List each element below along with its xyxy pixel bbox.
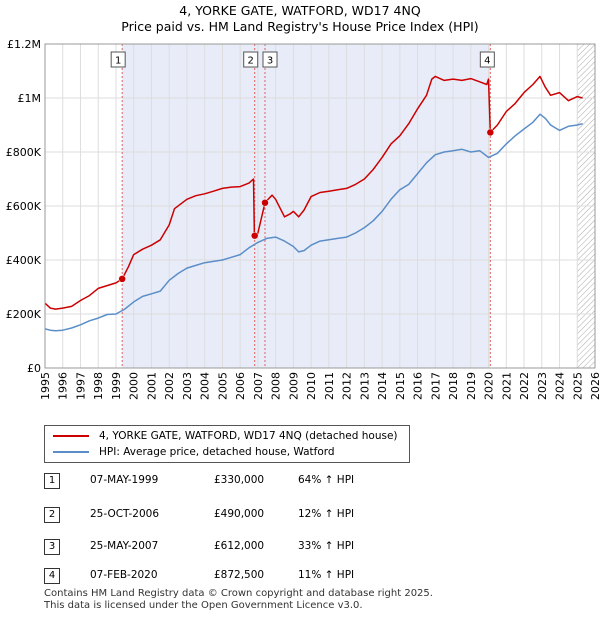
y-tick-label: £1.2M <box>7 38 41 51</box>
x-tick-label: 2014 <box>376 372 389 400</box>
sale-label-box <box>479 51 495 68</box>
x-tick-label: 2003 <box>181 372 194 400</box>
x-tick-label: 2025 <box>571 372 584 400</box>
x-tick-label: 2005 <box>216 372 229 400</box>
footer-licence: This data is licensed under the Open Gov… <box>44 600 363 611</box>
x-tick-label: 2017 <box>429 372 442 400</box>
sale-hpi-change: 33% ↑ HPI <box>298 540 355 552</box>
y-tick-label: £0 <box>27 362 41 375</box>
sale-point <box>250 231 259 240</box>
sale-point <box>486 128 495 137</box>
x-tick-label: 2016 <box>412 372 425 400</box>
sale-label-box <box>262 51 278 68</box>
x-tick-label: 2018 <box>447 372 460 400</box>
x-tick-label: 2001 <box>145 372 158 400</box>
x-tick-label: 2020 <box>483 372 496 400</box>
x-tick-label: 2012 <box>341 372 354 400</box>
x-tick-label: 2006 <box>234 372 247 400</box>
sale-number-badge: 1 <box>44 473 60 489</box>
y-tick-label: £600K <box>6 200 42 213</box>
sale-date: 25-OCT-2006 <box>90 508 159 520</box>
sale-label: 1 <box>115 56 121 67</box>
x-tick-label: 1998 <box>92 372 105 400</box>
x-tick-label: 1995 <box>39 372 52 400</box>
chart-subtitle: Price paid vs. HM Land Registry's House … <box>121 19 479 34</box>
x-tick-label: 2000 <box>128 372 141 400</box>
sale-hpi-change: 64% ↑ HPI <box>298 474 355 486</box>
hpi-series-line <box>44 113 583 332</box>
legend-swatch-price <box>53 435 89 437</box>
sale-hpi-change: 12% ↑ HPI <box>298 508 355 520</box>
legend-label-hpi: HPI: Average price, detached house, Watf… <box>99 446 335 458</box>
x-tick-label: 2021 <box>500 372 513 400</box>
sale-point <box>261 199 269 207</box>
sale-date: 25-MAY-2007 <box>90 540 159 552</box>
chart-title-address: 4, YORKE GATE, WATFORD, WD17 4NQ <box>179 3 421 18</box>
sale-label-box <box>110 51 126 68</box>
sale-price: £330,000 <box>214 474 265 486</box>
sale-number-badge: 4 <box>44 568 60 584</box>
x-tick-label: 2008 <box>270 372 283 400</box>
y-tick-label: £800K <box>6 146 42 159</box>
x-tick-label: 2007 <box>252 372 265 400</box>
x-tick-label: 2019 <box>465 372 478 400</box>
x-tick-label: 1996 <box>57 372 70 400</box>
sale-label: 2 <box>248 56 254 67</box>
x-tick-label: 2002 <box>163 372 176 400</box>
x-tick-label: 2024 <box>554 372 567 400</box>
x-tick-label: 1997 <box>74 372 87 400</box>
sale-number-badge: 3 <box>44 539 60 555</box>
plot-frame <box>44 43 596 369</box>
x-tick-label: 2015 <box>394 372 407 400</box>
chart-title: 4, YORKE GATE, WATFORD, WD17 4NQ Price p… <box>0 3 600 35</box>
x-tick-label: 2022 <box>518 372 531 400</box>
footer-attribution: Contains HM Land Registry data © Crown c… <box>44 588 433 612</box>
x-tick-label: 2023 <box>536 372 549 400</box>
legend-label-price: 4, YORKE GATE, WATFORD, WD17 4NQ (detach… <box>99 430 398 442</box>
x-tick-label: 2011 <box>323 372 336 400</box>
sale-price: £872,500 <box>214 569 265 581</box>
sale-date: 07-FEB-2020 <box>90 569 158 581</box>
sale-price: £612,000 <box>214 540 265 552</box>
sale-label: 4 <box>484 56 490 67</box>
price-series-line <box>44 75 583 310</box>
legend-item-price: 4, YORKE GATE, WATFORD, WD17 4NQ (detach… <box>53 428 398 444</box>
x-tick-label: 2010 <box>305 372 318 400</box>
x-tick-label: 1999 <box>110 372 123 400</box>
price-chart: 1 2 3 4 £0 £200K £400K £600K £800K £1M £1.2M 1995 1… <box>6 38 600 400</box>
sale-label: 3 <box>267 56 273 67</box>
sale-point <box>118 275 126 283</box>
chart-legend: 4, YORKE GATE, WATFORD, WD17 4NQ (detach… <box>44 425 410 463</box>
y-tick-label: £400K <box>6 254 42 267</box>
x-tick-label: 2004 <box>199 372 212 400</box>
x-tick-label: 2026 <box>589 372 600 400</box>
y-tick-label: £1M <box>18 92 42 105</box>
sale-label-box <box>243 51 259 68</box>
sale-price: £490,000 <box>214 508 265 520</box>
footer-copyright: Contains HM Land Registry data © Crown c… <box>44 588 433 599</box>
legend-item-hpi: HPI: Average price, detached house, Watf… <box>53 444 335 460</box>
legend-swatch-hpi <box>53 451 89 453</box>
y-tick-label: £200K <box>6 308 42 321</box>
sale-date: 07-MAY-1999 <box>90 474 159 486</box>
sale-number-badge: 2 <box>44 507 60 523</box>
x-tick-label: 2013 <box>358 372 371 400</box>
sale-hpi-change: 11% ↑ HPI <box>298 569 355 581</box>
x-tick-label: 2009 <box>287 372 300 400</box>
